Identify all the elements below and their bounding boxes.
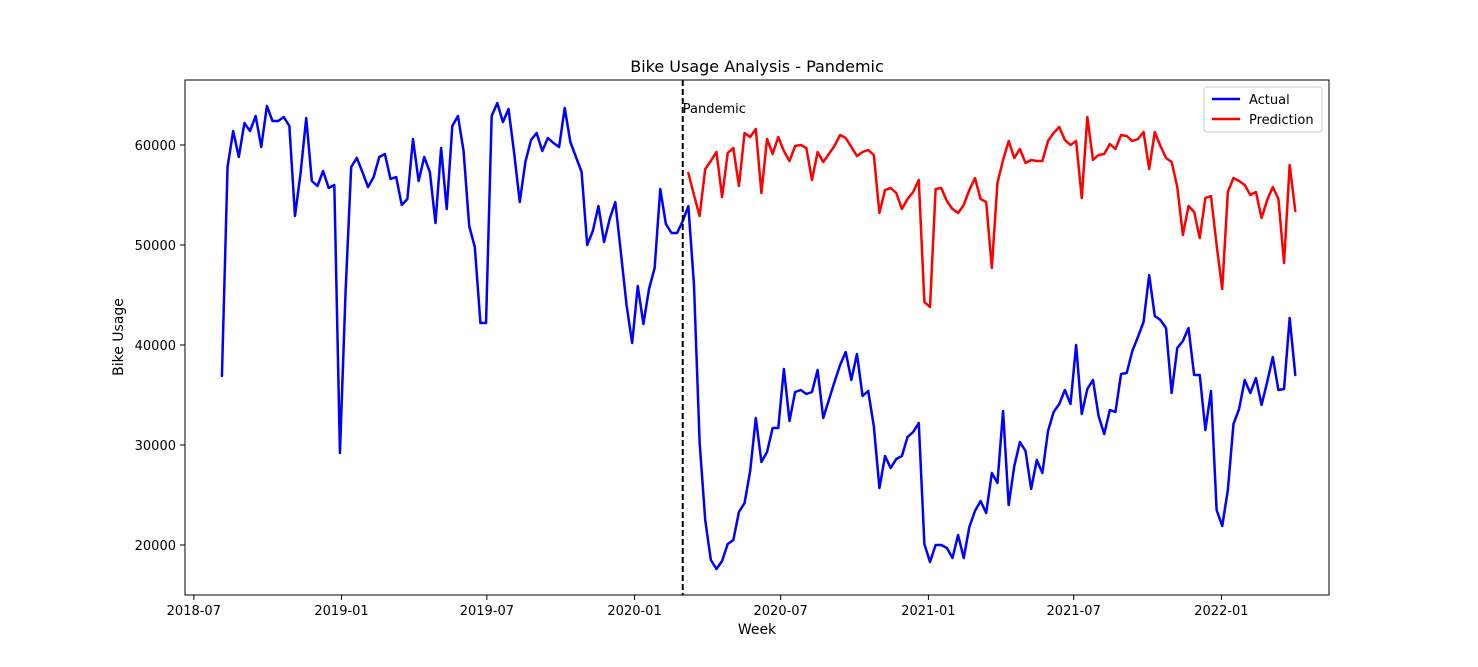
x-tick-label: 2018-07: [167, 604, 221, 619]
y-axis: 20000 30000 40000 50000 60000: [135, 139, 185, 554]
series-line-actual: [220, 101, 1297, 571]
plot-frame: [184, 79, 1330, 596]
x-axis-label: Week: [738, 622, 777, 638]
y-tick-label: 40000: [135, 339, 176, 354]
y-tick-label: 60000: [135, 139, 176, 154]
annotation-layer: Pandemic: [681, 80, 746, 595]
x-tick-label: 2020-07: [754, 604, 808, 619]
x-tick-label: 2019-07: [460, 604, 514, 619]
y-tick-label: 30000: [135, 439, 176, 454]
y-tick-label: 20000: [135, 539, 176, 554]
series-layer: [220, 101, 1297, 571]
x-tick-label: 2021-07: [1047, 604, 1101, 619]
chart-title: Bike Usage Analysis - Pandemic: [630, 57, 884, 76]
x-tick-label: 2022-01: [1194, 604, 1248, 619]
y-tick-label: 50000: [135, 239, 176, 254]
pandemic-label: Pandemic: [683, 102, 746, 117]
x-axis: 2018-07 2019-01 2019-07 2020-01 2020-07 2021-…: [167, 595, 1249, 619]
plot-area: Pandemic: [184, 79, 1330, 596]
x-tick-label: 2021-01: [901, 604, 955, 619]
x-tick-label: 2020-01: [607, 604, 661, 619]
x-tick-label: 2019-01: [314, 604, 368, 619]
legend-label-prediction: Prediction: [1249, 113, 1314, 128]
legend: Actual Prediction: [1203, 86, 1323, 133]
legend-label-actual: Actual: [1249, 93, 1290, 108]
series-line-prediction: [687, 115, 1297, 309]
y-axis-label: Bike Usage: [111, 298, 127, 376]
